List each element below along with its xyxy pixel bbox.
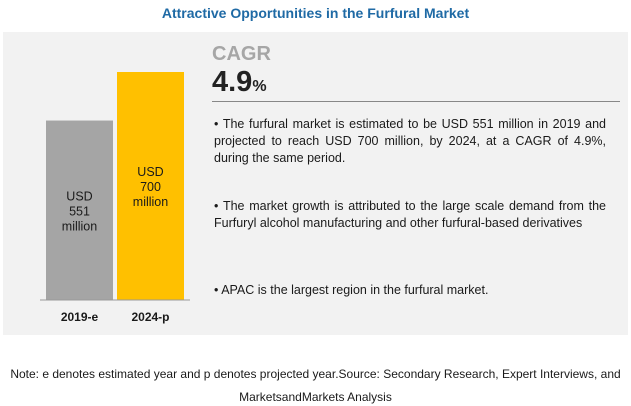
cagr-unit: %: [252, 78, 267, 95]
footnote-line-1: Note: e denotes estimated year and p den…: [10, 367, 621, 381]
chart-title: Attractive Opportunities in the Furfural…: [161, 5, 470, 21]
cagr-label: CAGR: [212, 43, 271, 65]
bar-2019-e: [46, 120, 113, 300]
bar-data-label: USD: [66, 189, 92, 203]
bullet-marker: •: [214, 117, 219, 131]
bullet-text: The market growth is attributed to the l…: [214, 199, 607, 230]
bar-data-label: USD: [137, 165, 163, 179]
bar-data-label: million: [62, 219, 97, 233]
bullet-marker: •: [214, 283, 219, 297]
x-tick-label: 2019-e: [61, 310, 99, 324]
bar-data-label: 551: [69, 204, 90, 218]
bullet-item: • The furfural market is estimated to be…: [214, 116, 606, 167]
cagr-divider: [212, 101, 620, 102]
x-tick-label: 2024-p: [131, 310, 169, 324]
bullet-text: APAC is the largest region in the furfur…: [221, 283, 489, 297]
bar-data-label: 700: [140, 180, 161, 194]
bar-2024-p: [117, 72, 184, 300]
cagr-value: 4.9: [212, 66, 253, 98]
bar-data-label: million: [133, 195, 168, 209]
bullet-item: • APAC is the largest region in the furf…: [214, 282, 606, 299]
cagr-value-wrap: 4.9%: [212, 68, 267, 97]
footnote-line-2: MarketsandMarkets Analysis: [239, 390, 392, 404]
bullet-item: • The market growth is attributed to the…: [214, 198, 606, 232]
bullet-marker: •: [214, 199, 219, 213]
bullet-text: The furfural market is estimated to be U…: [214, 117, 606, 165]
